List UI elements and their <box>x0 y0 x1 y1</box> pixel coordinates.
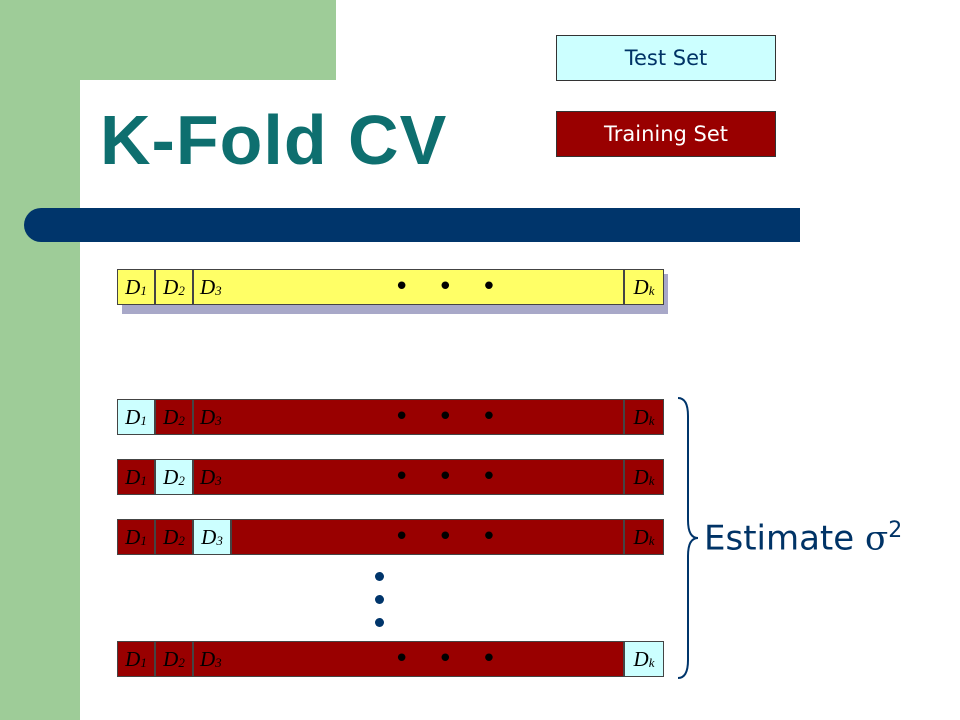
background-green-top <box>0 0 336 80</box>
legend-test-set: Test Set <box>556 35 776 81</box>
background-curve <box>80 80 200 200</box>
vertical-ellipsis-dot <box>375 595 384 604</box>
legend-training-set: Training Set <box>556 111 776 157</box>
fold-rest <box>231 519 624 555</box>
title-rule <box>24 208 800 242</box>
ellipsis: • • • <box>394 522 507 552</box>
ellipsis: • • • <box>394 462 507 492</box>
vertical-ellipsis-dot <box>375 618 384 627</box>
vertical-ellipsis-dot <box>375 572 384 581</box>
estimate-label: Estimate σ2 <box>704 518 903 559</box>
ellipsis: • • • <box>394 644 507 674</box>
ellipsis: • • • <box>394 402 507 432</box>
ellipsis: • • • <box>394 272 507 302</box>
curly-brace <box>677 397 699 679</box>
background-green-strip <box>0 0 80 720</box>
page-title: K-Fold CV <box>100 101 448 179</box>
